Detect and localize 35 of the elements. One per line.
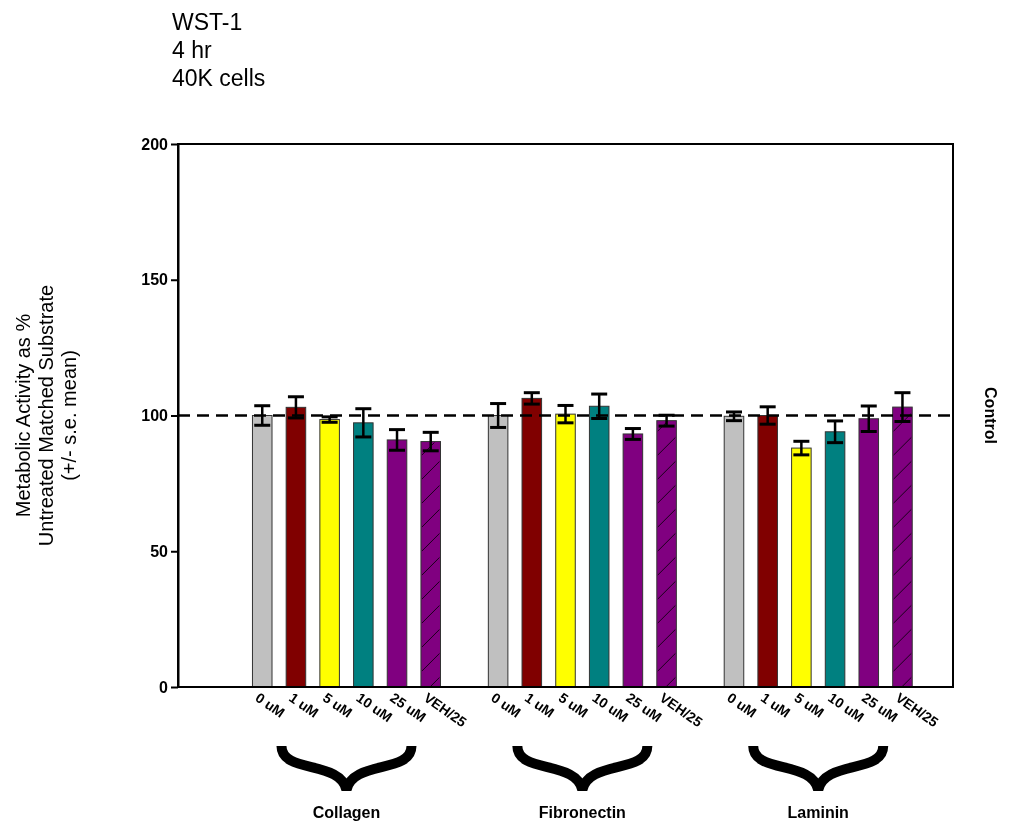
bar: [319, 419, 340, 688]
bar: [487, 415, 509, 688]
text: Collagen: [312, 804, 381, 821]
x-tick-label: 1 uM: [522, 689, 558, 721]
bar: [622, 433, 644, 688]
bar: [791, 447, 812, 688]
bar: [858, 418, 880, 688]
y-tick-label: 100: [141, 407, 169, 425]
y-tick-label: 150: [141, 271, 169, 289]
x-tick-label: 5 uM: [555, 689, 592, 721]
x-tick-label: 0 uM: [724, 689, 760, 721]
bar: [353, 422, 374, 688]
bar: [588, 405, 610, 688]
x-tick-label: 0 uM: [252, 689, 288, 721]
x-tick-label: 5 uM: [791, 689, 827, 721]
text: Fibronectin: [538, 804, 626, 821]
x-tick-label: 5 uM: [319, 689, 356, 721]
y-axis-title: Metabolic Activity as % Untreated Matched Substrate (+/- s.e. mean): [12, 284, 80, 547]
text: Laminin: [787, 804, 849, 821]
bar: [757, 415, 778, 688]
y-tick-label: 200: [141, 135, 169, 153]
x-tick-label: 1 uM: [757, 689, 794, 721]
y-tick-label: 50: [150, 542, 169, 560]
bar: [824, 431, 846, 688]
chart-title: WST-1 4 hr 40K cells: [172, 9, 266, 91]
bar: [251, 415, 273, 688]
bar: [386, 439, 408, 688]
x-tick-label: 1 uM: [286, 689, 322, 721]
bar: [285, 406, 307, 688]
bar: [521, 397, 543, 688]
bar: [723, 415, 745, 688]
ref-line-label: Control: [982, 387, 999, 444]
y-tick-label: 0: [159, 678, 169, 696]
x-tick-label: 0 uM: [488, 689, 524, 721]
bar: [555, 413, 576, 688]
